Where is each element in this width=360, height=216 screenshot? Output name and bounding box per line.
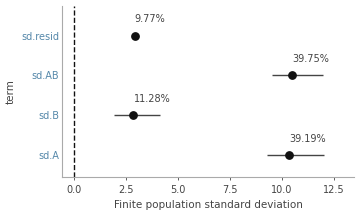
Y-axis label: term: term bbox=[5, 79, 15, 104]
X-axis label: Finite population standard deviation: Finite population standard deviation bbox=[114, 200, 303, 210]
Point bbox=[131, 114, 136, 117]
Text: 39.19%: 39.19% bbox=[289, 134, 326, 144]
Point bbox=[132, 34, 138, 37]
Point bbox=[289, 74, 295, 77]
Text: 9.77%: 9.77% bbox=[135, 14, 165, 24]
Text: 11.28%: 11.28% bbox=[134, 94, 170, 104]
Point bbox=[286, 154, 292, 157]
Text: 39.75%: 39.75% bbox=[292, 54, 329, 64]
